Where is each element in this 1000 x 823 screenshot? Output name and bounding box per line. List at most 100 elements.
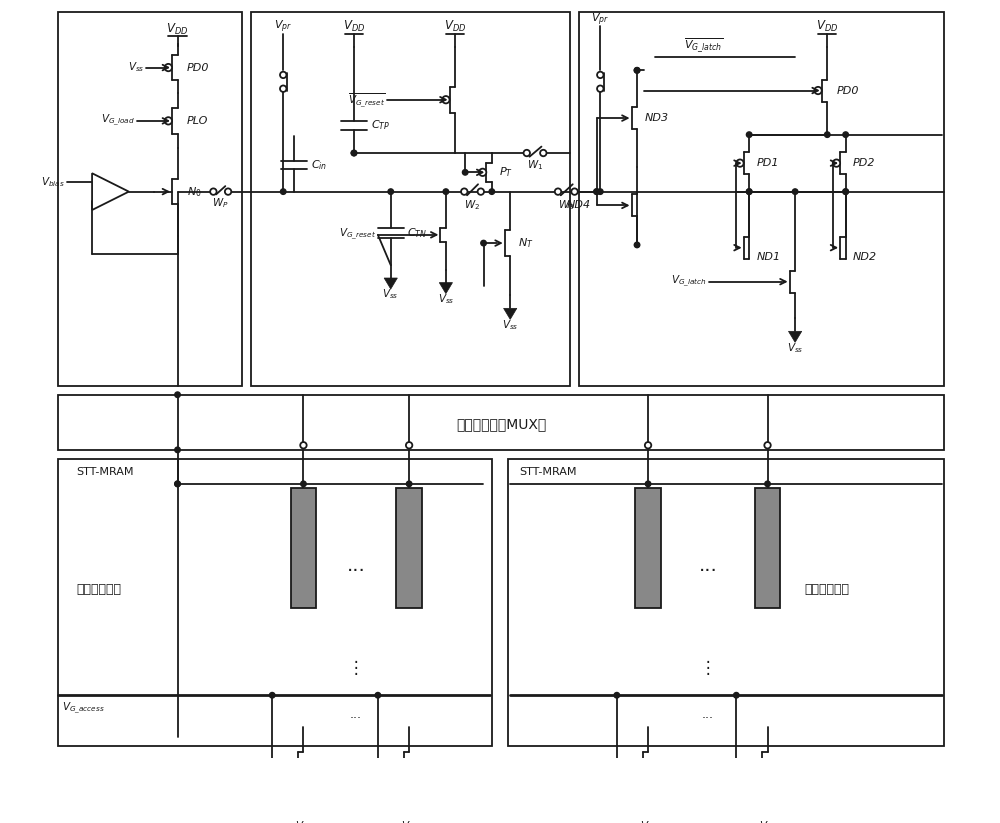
Circle shape (461, 188, 467, 195)
Circle shape (734, 692, 739, 698)
Circle shape (210, 188, 217, 195)
Circle shape (594, 188, 599, 194)
Circle shape (645, 481, 651, 486)
Text: $W_3$: $W_3$ (558, 198, 574, 212)
Circle shape (746, 132, 752, 137)
Text: PD1: PD1 (757, 158, 779, 168)
Text: ···: ··· (346, 561, 365, 581)
Bar (396, 489, 422, 608)
Text: $C_{in}$: $C_{in}$ (311, 158, 327, 172)
Text: +: + (96, 178, 107, 191)
Polygon shape (641, 809, 655, 821)
Circle shape (280, 86, 286, 92)
Circle shape (594, 188, 599, 194)
Circle shape (443, 188, 449, 194)
Text: $V_{ss}$: $V_{ss}$ (128, 61, 144, 74)
Circle shape (300, 442, 307, 449)
Bar (579, 12, 944, 385)
Circle shape (478, 188, 484, 195)
Circle shape (351, 151, 357, 156)
Bar (58, 12, 242, 385)
Circle shape (481, 240, 486, 246)
Circle shape (843, 132, 848, 137)
Circle shape (634, 67, 640, 73)
Circle shape (269, 692, 275, 698)
Polygon shape (761, 809, 774, 821)
Text: ⋮: ⋮ (348, 658, 364, 677)
Bar (58, 459, 492, 746)
Circle shape (540, 150, 547, 156)
Circle shape (479, 169, 486, 176)
Circle shape (571, 188, 578, 195)
Circle shape (165, 64, 172, 72)
Text: $V_{ss}$: $V_{ss}$ (759, 819, 776, 823)
Text: $\overline{V_{G\_latch}}$: $\overline{V_{G\_latch}}$ (684, 36, 723, 54)
Text: $V_{ss}$: $V_{ss}$ (401, 819, 417, 823)
Circle shape (634, 242, 640, 248)
Bar (251, 12, 570, 385)
Circle shape (175, 481, 180, 486)
Circle shape (792, 188, 798, 194)
Bar (291, 489, 316, 608)
Text: ND4: ND4 (567, 201, 591, 211)
Circle shape (524, 150, 530, 156)
Circle shape (165, 117, 172, 124)
Text: $V_{ss}$: $V_{ss}$ (502, 318, 518, 332)
Circle shape (746, 188, 752, 194)
Circle shape (175, 481, 180, 486)
Circle shape (614, 692, 620, 698)
Circle shape (462, 170, 468, 175)
Circle shape (746, 188, 752, 194)
Bar (58, 395, 944, 450)
Text: −: − (96, 193, 107, 206)
Circle shape (833, 160, 840, 167)
Text: ···: ··· (350, 712, 362, 725)
Text: $V_{G\_latch}$: $V_{G\_latch}$ (671, 274, 707, 290)
Circle shape (814, 87, 822, 94)
Text: $N_0$: $N_0$ (187, 184, 201, 198)
Text: $V_{DD}$: $V_{DD}$ (166, 21, 189, 36)
Text: $C_{TP}$: $C_{TP}$ (371, 119, 390, 133)
Text: $V_{G\_access}$: $V_{G\_access}$ (62, 700, 104, 716)
Text: STT-MRAM: STT-MRAM (519, 467, 577, 477)
Circle shape (489, 188, 495, 194)
Bar (508, 459, 944, 746)
Text: $V_{ss}$: $V_{ss}$ (787, 341, 803, 355)
Text: $W_1$: $W_1$ (527, 158, 543, 172)
Text: $V_{DD}$: $V_{DD}$ (343, 19, 365, 34)
Bar (755, 489, 780, 608)
Polygon shape (504, 309, 517, 319)
Text: $\overline{V_{G\_reset}}$: $\overline{V_{G\_reset}}$ (348, 91, 385, 109)
Circle shape (388, 188, 394, 194)
Text: $V_{pr}$: $V_{pr}$ (591, 12, 609, 28)
Circle shape (825, 132, 830, 137)
Polygon shape (403, 809, 416, 821)
Text: ···: ··· (702, 712, 714, 725)
Circle shape (597, 86, 603, 92)
Bar (635, 489, 661, 608)
Text: $V_{G\_load}$: $V_{G\_load}$ (101, 114, 135, 128)
Text: 柱形选择器（MUX）: 柱形选择器（MUX） (456, 417, 546, 431)
Circle shape (175, 447, 180, 453)
Text: $V_{ss}$: $V_{ss}$ (640, 819, 656, 823)
Circle shape (280, 72, 286, 78)
Polygon shape (297, 809, 310, 821)
Polygon shape (439, 282, 453, 294)
Circle shape (406, 481, 412, 486)
Circle shape (843, 188, 848, 194)
Text: 数据单元阵列: 数据单元阵列 (76, 583, 121, 596)
Text: $V_{G\_reset}$: $V_{G\_reset}$ (339, 227, 376, 243)
Circle shape (442, 96, 450, 104)
Text: $V_{ss}$: $V_{ss}$ (295, 819, 312, 823)
Circle shape (765, 481, 770, 486)
Text: 参考单元阵列: 参考单元阵列 (804, 583, 849, 596)
Circle shape (351, 151, 357, 156)
Circle shape (764, 442, 771, 449)
Circle shape (598, 188, 603, 194)
Text: PD0: PD0 (836, 86, 859, 95)
Circle shape (175, 392, 180, 398)
Text: PLO: PLO (187, 116, 208, 126)
Circle shape (634, 67, 640, 73)
Circle shape (406, 442, 412, 449)
Text: ND2: ND2 (853, 252, 877, 262)
